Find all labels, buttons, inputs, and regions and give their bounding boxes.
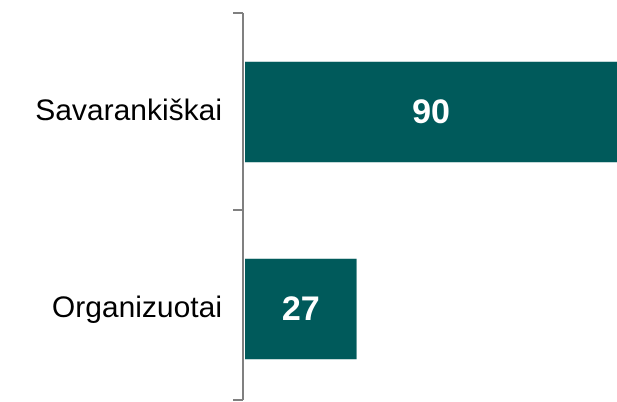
- bar: [245, 61, 617, 163]
- category-label: Savarankiškai: [35, 94, 222, 127]
- value-label: 27: [282, 290, 320, 328]
- category-label: Organizuotai: [52, 291, 222, 324]
- value-label: 90: [412, 93, 450, 131]
- bar: [245, 258, 357, 360]
